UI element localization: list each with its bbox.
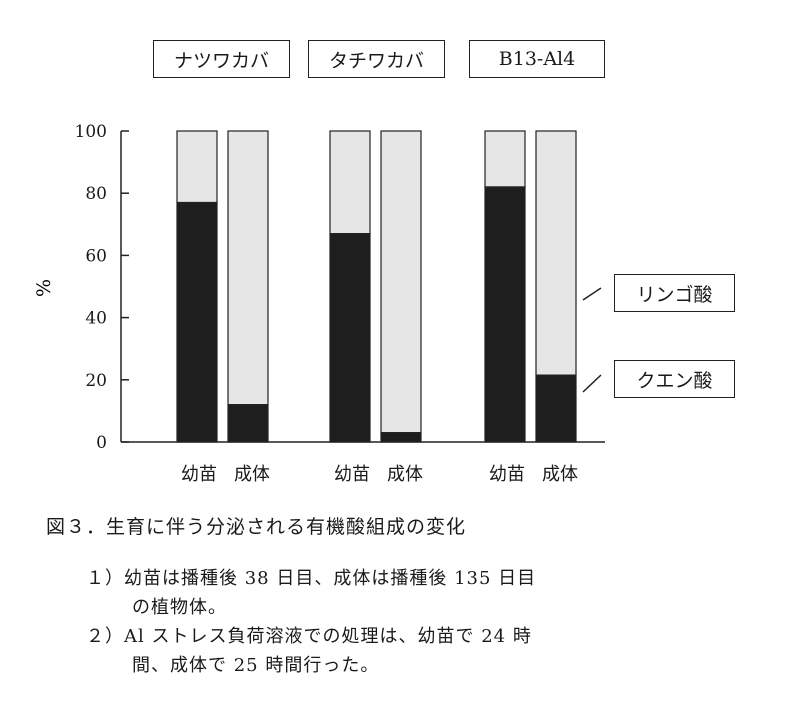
y-tick-label-80: 80 bbox=[85, 184, 107, 204]
legend-malic: リンゴ酸 bbox=[614, 274, 735, 312]
y-axis-label: % bbox=[33, 279, 55, 297]
note-2-line-1: ２）Al ストレス負荷溶液での処理は、幼苗で 24 時 bbox=[86, 626, 532, 647]
variety-label-2: タチワカバ bbox=[308, 40, 445, 78]
x-category-label-2-1: 成体 bbox=[542, 464, 578, 485]
x-category-label-1-0: 幼苗 bbox=[334, 464, 370, 485]
legend-citric: クエン酸 bbox=[614, 360, 735, 398]
x-category-label-0-0: 幼苗 bbox=[181, 464, 217, 485]
axis-layer: 0 20 40 60 80 100 bbox=[75, 122, 605, 453]
bar-layer bbox=[176, 130, 577, 443]
figure-caption: 図３．生育に伴う分泌される有機酸組成の変化 bbox=[46, 516, 467, 538]
bar-malic-2-1 bbox=[535, 130, 577, 376]
bar-malic-1-1 bbox=[380, 130, 422, 434]
label-layer: 幼苗 成体 幼苗 成体 幼苗 成体 bbox=[181, 464, 578, 485]
variety-label-3: B13-Al4 bbox=[469, 40, 605, 78]
bar-citric-0-0 bbox=[176, 201, 218, 443]
note-1-line-1: １）幼苗は播種後 38 日目、成体は播種後 135 日目 bbox=[86, 568, 537, 589]
x-category-label-2-0: 幼苗 bbox=[489, 464, 525, 485]
variety-label-1: ナツワカバ bbox=[153, 40, 290, 78]
bar-citric-2-1 bbox=[535, 374, 577, 443]
y-tick-label-100: 100 bbox=[75, 122, 107, 142]
bar-citric-2-0 bbox=[484, 186, 526, 443]
bar-malic-0-1 bbox=[227, 130, 269, 406]
y-tick-label-0: 0 bbox=[96, 433, 107, 453]
bar-malic-1-0 bbox=[329, 130, 371, 235]
bar-citric-1-1 bbox=[380, 432, 422, 443]
x-category-label-0-1: 成体 bbox=[234, 464, 270, 485]
bar-malic-2-0 bbox=[484, 130, 526, 188]
note-1-line-2: の植物体。 bbox=[132, 597, 227, 618]
x-category-label-1-1: 成体 bbox=[387, 464, 423, 485]
y-tick-label-40: 40 bbox=[85, 309, 107, 329]
malic-legend-leader bbox=[582, 287, 602, 301]
bar-citric-0-1 bbox=[227, 404, 269, 443]
y-tick-label-60: 60 bbox=[85, 246, 107, 266]
citric-legend-leader bbox=[582, 374, 602, 393]
note-2-line-2: 間、成体で 25 時間行った。 bbox=[132, 655, 380, 676]
bar-malic-0-0 bbox=[176, 130, 218, 204]
y-tick-label-20: 20 bbox=[85, 371, 107, 391]
bar-citric-1-0 bbox=[329, 233, 371, 443]
